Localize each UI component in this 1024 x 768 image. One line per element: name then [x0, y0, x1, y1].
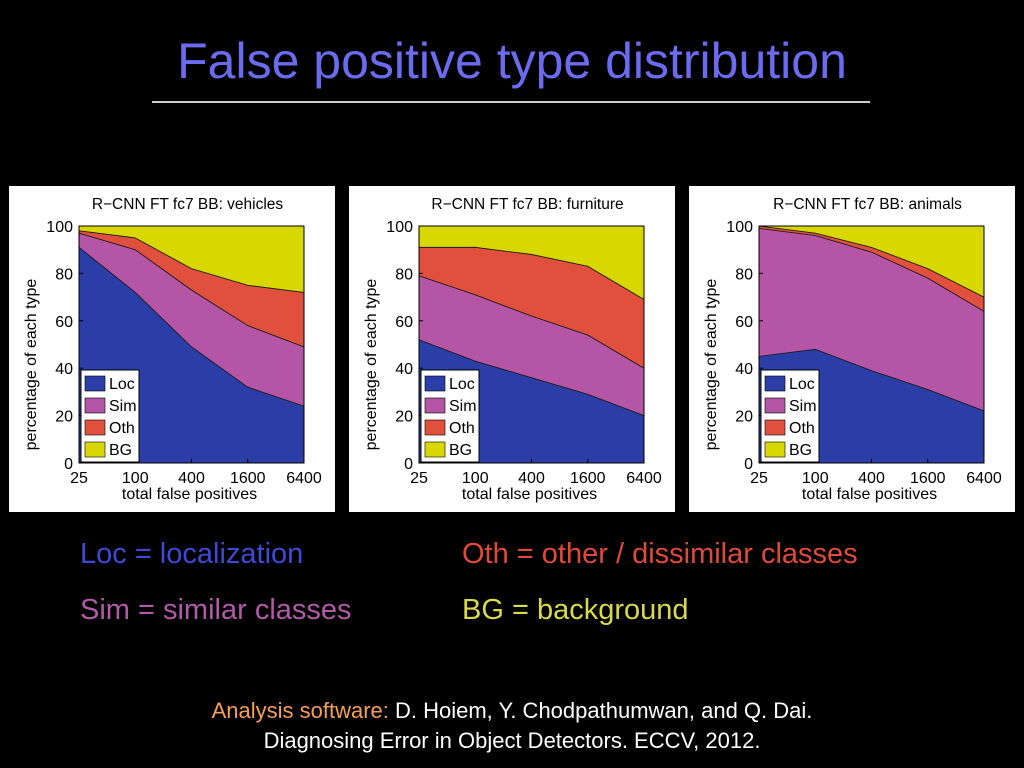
legend-swatch-sim	[764, 397, 786, 414]
y-tick-label: 100	[46, 219, 73, 236]
legend-swatch-oth	[764, 419, 786, 436]
legend-swatch-loc	[424, 375, 446, 392]
x-tick-label: 100	[122, 470, 149, 487]
x-tick-label: 1600	[570, 470, 606, 487]
y-tick-label: 60	[735, 314, 753, 331]
chart-panel-furniture: R−CNN FT fc7 BB: furniture 0 20 40 60 80 100 25…	[349, 186, 675, 512]
y-tick-label: 60	[55, 314, 73, 331]
legend-swatch-oth	[84, 419, 106, 436]
y-tick-label: 20	[55, 409, 73, 426]
legend-label-oth: Oth	[109, 420, 135, 437]
citation-line-1: Analysis software: D. Hoiem, Y. Chodpath…	[0, 696, 1024, 726]
type-definitions: Loc = localization Sim = similar classes…	[0, 528, 1024, 638]
x-axis-label: total false positives	[462, 486, 597, 503]
y-tick-label: 40	[55, 361, 73, 378]
chart-animals: R−CNN FT fc7 BB: animals 0 20 40 60 80 100 25 10…	[703, 196, 1002, 503]
y-tick-label: 80	[395, 266, 413, 283]
y-tick-label: 40	[735, 361, 753, 378]
legend-swatch-sim	[84, 397, 106, 414]
legend-swatch-oth	[424, 419, 446, 436]
y-tick-label: 0	[64, 456, 73, 473]
y-tick-label: 80	[735, 266, 753, 283]
x-tick-label: 100	[802, 470, 829, 487]
citation: Analysis software: D. Hoiem, Y. Chodpath…	[0, 696, 1024, 756]
citation-authors: D. Hoiem, Y. Chodpathumwan, and Q. Dai.	[388, 698, 813, 723]
chart-panel-vehicles: R−CNN FT fc7 BB: vehicles 0 20 40 60 80 100 25 1…	[9, 186, 335, 512]
legend-swatch-bg	[84, 441, 106, 458]
legend-label-bg: BG	[449, 442, 472, 459]
definition-sim: Sim = similar classes	[80, 594, 352, 626]
legend-swatch-bg	[764, 441, 786, 458]
y-tick-label: 40	[395, 361, 413, 378]
x-tick-label: 25	[410, 470, 428, 487]
y-tick-label: 60	[395, 314, 413, 331]
definition-oth: Oth = other / dissimilar classes	[462, 538, 858, 570]
x-tick-label: 25	[70, 470, 88, 487]
legend-swatch-sim	[424, 397, 446, 414]
x-tick-label: 100	[462, 470, 489, 487]
chart-title: R−CNN FT fc7 BB: animals	[773, 196, 962, 213]
x-tick-label: 400	[858, 470, 885, 487]
chart-panel-animals: R−CNN FT fc7 BB: animals 0 20 40 60 80 100 25 10…	[689, 186, 1015, 512]
definition-bg: BG = background	[462, 594, 689, 626]
legend-label-oth: Oth	[449, 420, 475, 437]
legend-swatch-loc	[84, 375, 106, 392]
definition-loc: Loc = localization	[80, 538, 304, 570]
y-tick-label: 80	[55, 266, 73, 283]
y-tick-label: 20	[395, 409, 413, 426]
citation-lead: Analysis software:	[211, 698, 389, 723]
x-tick-label: 400	[178, 470, 205, 487]
y-tick-label: 100	[726, 219, 753, 236]
y-axis-label: percentage of each type	[363, 279, 380, 451]
y-tick-label: 0	[404, 456, 413, 473]
legend-swatch-loc	[764, 375, 786, 392]
legend-label-sim: Sim	[789, 398, 817, 415]
legend-label-sim: Sim	[109, 398, 137, 415]
chart-furniture: R−CNN FT fc7 BB: furniture 0 20 40 60 80 100 25…	[363, 196, 662, 503]
chart-vehicles: R−CNN FT fc7 BB: vehicles 0 20 40 60 80 100 25 1…	[23, 196, 322, 503]
chart-title: R−CNN FT fc7 BB: furniture	[431, 196, 623, 213]
x-tick-label: 6400	[626, 470, 662, 487]
legend-label-bg: BG	[109, 442, 132, 459]
legend-label-bg: BG	[789, 442, 812, 459]
citation-line-2: Diagnosing Error in Object Detectors. EC…	[263, 728, 761, 753]
x-tick-label: 6400	[286, 470, 322, 487]
y-tick-label: 100	[386, 219, 413, 236]
y-axis-label: percentage of each type	[703, 279, 720, 451]
x-tick-label: 1600	[910, 470, 946, 487]
y-tick-label: 0	[744, 456, 753, 473]
x-tick-label: 400	[518, 470, 545, 487]
chart-title: R−CNN FT fc7 BB: vehicles	[92, 196, 284, 213]
x-tick-label: 6400	[966, 470, 1002, 487]
x-tick-label: 25	[750, 470, 768, 487]
legend-label-loc: Loc	[109, 376, 135, 393]
x-axis-label: total false positives	[802, 486, 937, 503]
legend-label-loc: Loc	[449, 376, 475, 393]
legend-label-sim: Sim	[449, 398, 477, 415]
y-axis-label: percentage of each type	[23, 279, 40, 451]
legend-swatch-bg	[424, 441, 446, 458]
x-tick-label: 1600	[230, 470, 266, 487]
y-tick-label: 20	[735, 409, 753, 426]
legend-label-oth: Oth	[789, 420, 815, 437]
title-divider	[152, 101, 870, 103]
x-axis-label: total false positives	[122, 486, 257, 503]
legend-label-loc: Loc	[789, 376, 815, 393]
slide-title: False positive type distribution	[177, 33, 847, 89]
